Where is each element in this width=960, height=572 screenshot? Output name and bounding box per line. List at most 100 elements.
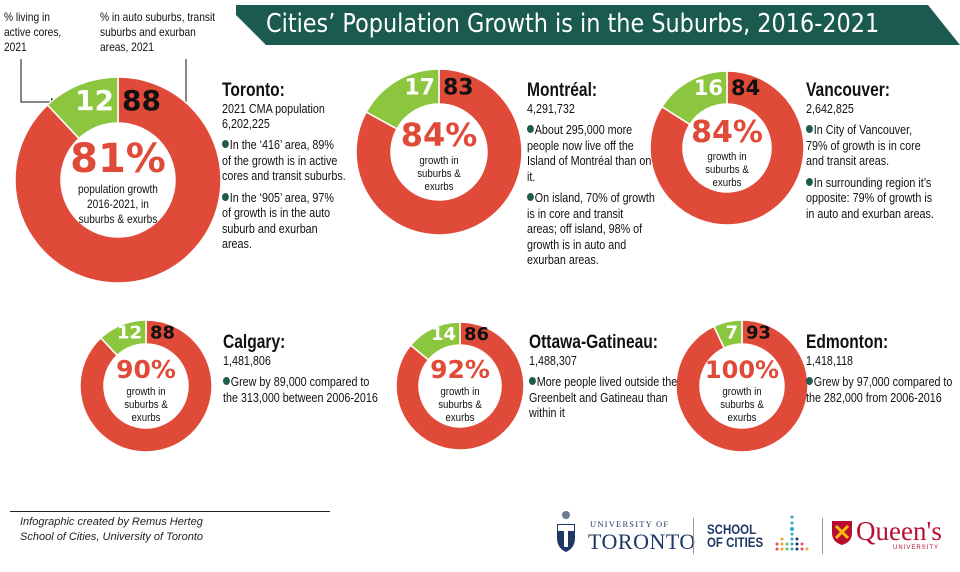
donut-slice-suburban [79, 319, 213, 453]
donut-center-percent: 90% [116, 355, 176, 384]
credit-divider [10, 511, 330, 512]
bullet-text: cores and transit suburbs. [222, 169, 346, 183]
donut-slice-suburban [395, 321, 525, 451]
bullet-item: In the ‘416’ area, 89% of the growth is … [222, 138, 346, 185]
donut-center-caption: suburbs & [124, 400, 168, 412]
donut-slice-suburban [649, 70, 805, 226]
donut-center-percent: 84% [691, 115, 763, 150]
city-block-calgary: Calgary: 1,481,806 Grew by 89,000 compar… [223, 332, 403, 406]
donut-center-percent: 92% [430, 355, 490, 384]
queens-logo-sub-text: UNIVERSITY [893, 545, 940, 551]
city-population: 4,291,732 [527, 102, 575, 116]
bullet-text: Grew by 97,000 compared to [813, 375, 953, 389]
city-block-montreal: Montréal: 4,291,732 About 295,000 more p… [527, 80, 676, 269]
city-name: Toronto: [222, 80, 285, 101]
bullet-item: In the ‘905’ area, 97% of growth is in t… [222, 191, 346, 253]
suburban-legend-line: suburbs and exurban [100, 25, 196, 39]
bullet-text: In the ‘416’ area, 89% [229, 138, 334, 152]
bullet-text: Island of Montréal than on [527, 154, 652, 168]
donut-label-suburban: 86 [464, 324, 489, 345]
donut-label-core: 17 [404, 75, 435, 100]
bullet-text: is in core and transit [527, 206, 624, 221]
donut-center-caption: suburbs & [720, 400, 764, 412]
donut-label-core: 16 [694, 76, 723, 100]
donut-label-suburban: 93 [746, 322, 771, 343]
city-population: 1,481,806 [223, 354, 271, 368]
bullet-dot-icon [806, 125, 813, 133]
core-legend-line: 2021 [4, 40, 27, 54]
credit-line: Infographic created by Remus Herteg [20, 516, 203, 528]
suburban-legend-label: % in auto suburbs, transit suburbs and e… [100, 10, 235, 55]
bullet-item: In surrounding region it’s opposite: 79%… [806, 176, 934, 223]
logo-divider [822, 518, 823, 554]
bullet-text: areas; off island, 98% of [527, 222, 643, 236]
donut-center-caption: population growth [78, 183, 158, 196]
credit-text: Infographic created by Remus Herteg Scho… [20, 515, 203, 545]
bullet-item: Grew by 89,000 compared to the 313,000 b… [223, 375, 378, 406]
bullet-text: exurban areas. [527, 253, 599, 267]
bullet-item: About 295,000 more people now live off t… [527, 123, 655, 185]
bullet-dot-icon [806, 177, 813, 186]
donut-toronto: 12 88 81%population growth 2016-2021, in sub… [14, 76, 222, 284]
bullet-text: opposite: 79% of growth is [806, 191, 933, 205]
donut-center-caption: growth in [440, 387, 479, 399]
bullet-item: In City of Vancouver, 79% of growth is i… [806, 123, 934, 170]
bullet-text: suburb and exurban [222, 221, 318, 236]
page-title: Cities’ Population Growth is in the Subu… [266, 9, 880, 39]
donut-center-caption: suburbs & [417, 169, 461, 181]
bullet-dot-icon [527, 193, 534, 201]
school-of-cities-dots-icon [775, 515, 809, 551]
bullet-text: the 282,000 from 2006-2016 [806, 390, 942, 405]
soc-logo-line: OF CITIES [707, 535, 764, 550]
donut-label-core: 12 [75, 84, 114, 117]
donut-center-percent: 81% [70, 136, 166, 182]
donut-label-suburban: 88 [122, 84, 161, 117]
credit-line: School of Cities, University of Toronto [20, 531, 204, 543]
donut-slice-suburban [355, 68, 523, 236]
donut-slice-core [712, 319, 743, 349]
donut-slice-core [660, 70, 728, 126]
bullet-item: More people lived outside the Greenbelt … [529, 375, 677, 422]
bullet-text: within it [529, 406, 565, 420]
city-population: 6,202,225 [222, 117, 270, 131]
queens-crest-icon [832, 521, 852, 545]
bullet-text: In the ‘905’ area, 97% [229, 190, 334, 205]
bullet-dot-icon [529, 377, 536, 385]
donut-label-suburban: 88 [150, 322, 175, 343]
bullet-text: and transit areas. [806, 154, 890, 168]
city-name: Ottawa-Gatineau: [529, 332, 658, 353]
bullet-text: growth is in auto and [527, 237, 627, 252]
donut-center-caption: 2016-2021, in [87, 198, 149, 211]
donut-label-core: 7 [725, 322, 738, 343]
logo-divider [693, 518, 694, 554]
donut-slice-core [46, 76, 119, 140]
bullet-dot-icon [806, 377, 813, 385]
bullet-text: it. [527, 169, 536, 184]
bullet-text: of the growth is in active [222, 153, 338, 168]
donut-center-caption: suburbs & [438, 400, 482, 412]
city-block-toronto: Toronto: 2021 CMA population 6,202,225 I… [222, 80, 366, 253]
donut-center-percent: 84% [401, 116, 478, 154]
donut-center-caption: suburbs & [705, 165, 749, 177]
donut-center-caption: growth in [707, 152, 746, 164]
bullet-dot-icon [527, 125, 534, 133]
bullet-text: people now live off the [527, 138, 634, 153]
bullet-text: About 295,000 more [534, 123, 633, 137]
bullet-text: of growth is in the auto [222, 206, 331, 220]
city-name: Montréal: [527, 80, 598, 101]
core-leader-arrow [20, 59, 59, 106]
city-name: Edmonton: [806, 332, 889, 353]
uoft-logo-top-text: UNIVERSITY OF [590, 519, 670, 529]
soc-logo-line: SCHOOL [707, 522, 757, 537]
donut-slice-core [99, 319, 147, 357]
bullet-item: Grew by 97,000 compared to the 282,000 f… [806, 375, 952, 406]
city-population: 1,418,118 [806, 354, 854, 368]
bullet-text: In City of Vancouver, [813, 123, 913, 137]
bullet-text: On island, 70% of growth [534, 191, 655, 205]
donut-center-caption: exurbs [727, 413, 756, 425]
uoft-crest-icon [557, 511, 575, 552]
bullet-dot-icon [223, 377, 230, 385]
